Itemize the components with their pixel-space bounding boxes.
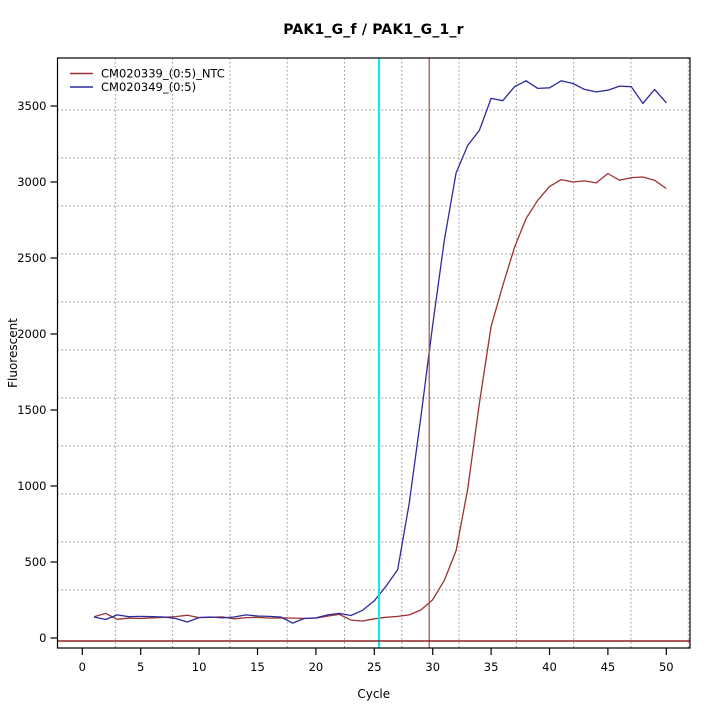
x-tick-label: 35 [484,660,499,674]
series-line-sample [93,80,667,624]
plot-title: PAK1_G_f / PAK1_G_1_r [283,22,464,38]
x-tick-label: 10 [192,660,207,674]
x-tick-label: 5 [137,660,144,674]
plot-box [56,57,691,649]
x-tick-label: 30 [425,660,440,674]
x-axis [81,648,667,655]
x-tick-label: 15 [250,660,265,674]
legend-label: CM020349_(0:5) [101,80,196,94]
x-tick-label: 45 [601,660,616,674]
y-axis-title: Fluorescent [6,318,20,388]
x-axis-title: Cycle [357,687,390,701]
y-tick-label: 500 [25,555,47,569]
x-tick-label: 20 [309,660,324,674]
y-tick-label: 0 [39,631,46,645]
y-tick-label: 1500 [17,403,46,417]
threshold-markers [57,58,690,648]
series-line-ntc [93,172,667,622]
x-tick-label: 40 [542,660,557,674]
x-tick-label: 25 [367,660,382,674]
x-tick-label: 0 [79,660,86,674]
y-tick-label: 1000 [17,479,46,493]
y-tick-label: 2500 [17,251,46,265]
y-tick-label: 2000 [17,327,46,341]
y-axis [50,105,58,639]
plot-grid [57,58,690,648]
x-tick-label: 50 [659,660,674,674]
legend-label: CM020339_(0:5)_NTC [101,67,225,81]
legend [70,72,93,88]
y-tick-label: 3500 [17,99,46,113]
y-tick-label: 3000 [17,175,46,189]
